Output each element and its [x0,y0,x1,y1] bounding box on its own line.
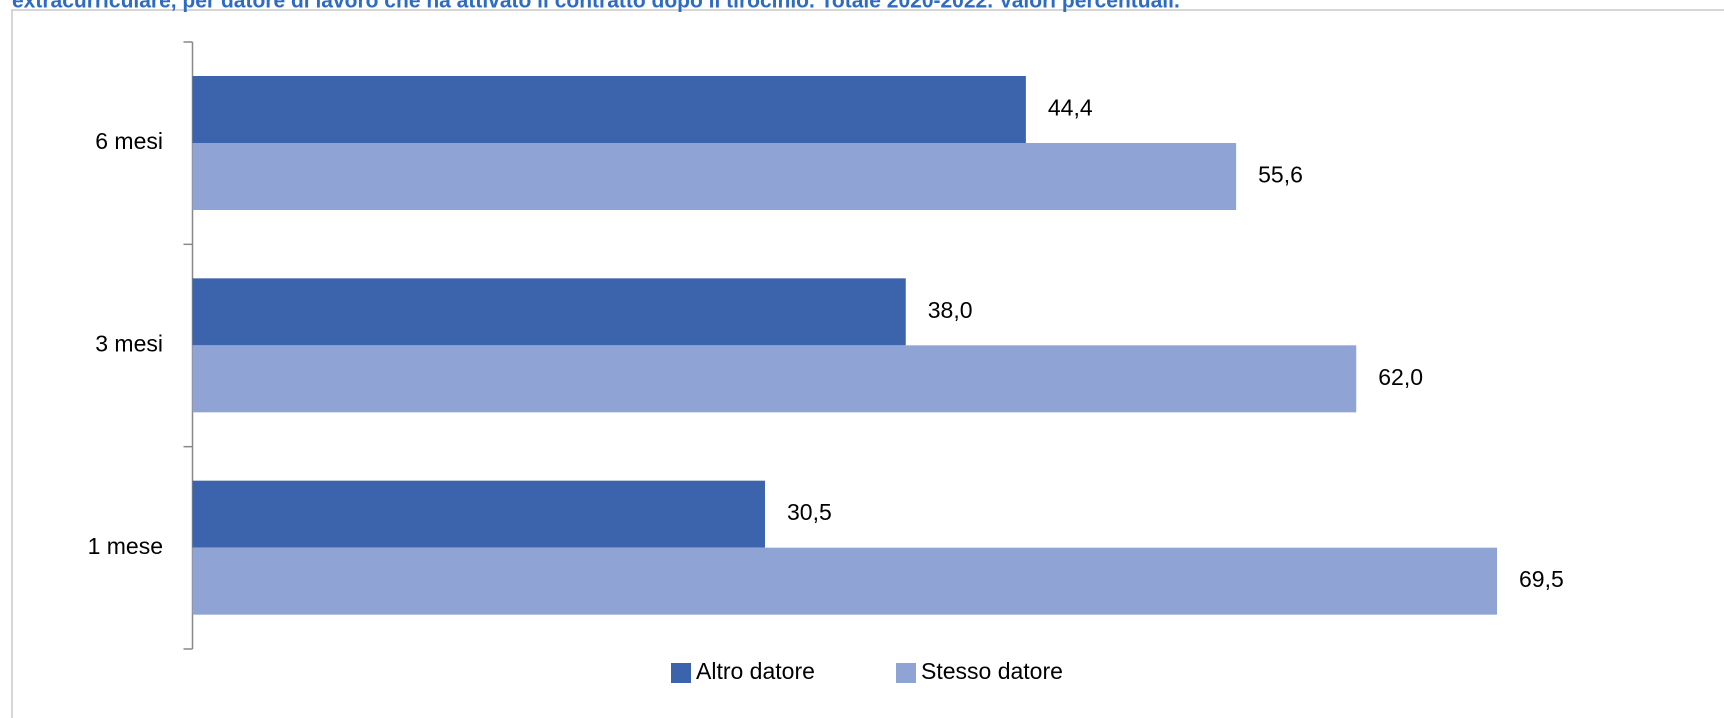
bar [192,345,1357,413]
chart-title: extracurriculare, per datore di lavoro c… [12,0,1180,13]
legend-swatch [671,663,691,683]
data-label: 30,5 [787,499,832,525]
legend-label: Altro datore [696,658,815,684]
bar [192,547,1498,615]
bar [192,278,906,346]
legend-label: Stesso datore [921,658,1063,684]
chart-frame [11,9,1724,718]
data-label: 62,0 [1378,364,1423,390]
bar [192,76,1026,143]
category-label: 1 mese [88,533,163,559]
data-label: 55,6 [1258,162,1303,188]
category-label: 6 mesi [95,128,163,154]
bar [192,143,1237,210]
legend-swatch [896,663,916,683]
data-label: 69,5 [1519,566,1564,592]
data-label: 44,4 [1048,95,1093,121]
category-label: 3 mesi [95,331,163,357]
bar [192,480,765,548]
data-label: 38,0 [928,297,973,323]
